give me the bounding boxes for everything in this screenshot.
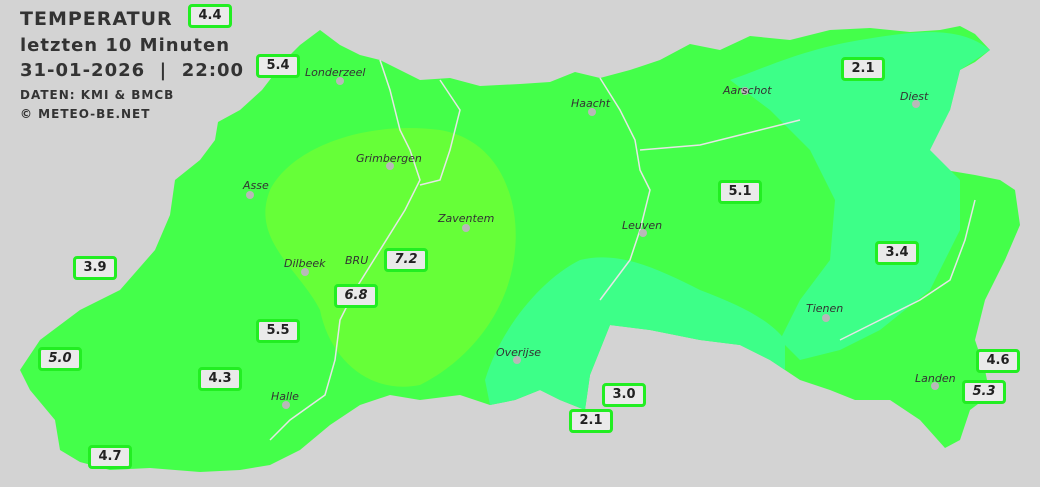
city-label: Asse — [243, 179, 269, 192]
boundaries — [269, 59, 976, 441]
map-datetime: 31-01-2026 | 22:00 — [20, 60, 245, 81]
city-dot — [513, 356, 521, 364]
city-dot — [246, 191, 254, 199]
station-value[interactable]: 5.1 — [718, 180, 762, 204]
city-label: Dilbeek — [284, 257, 326, 270]
station-value[interactable]: 7.2 — [384, 248, 428, 272]
station-value[interactable]: 5.4 — [256, 54, 300, 78]
map-subtitle: letzten 10 Minuten — [20, 35, 231, 56]
station-value[interactable]: 3.0 — [602, 383, 646, 407]
city-dot — [462, 224, 470, 232]
station-value[interactable]: 6.8 — [334, 284, 378, 308]
copyright: © METEO-BE.NET — [20, 107, 151, 121]
city-dot — [386, 162, 394, 170]
map-title: TEMPERATUR — [20, 8, 173, 30]
city-dot — [301, 268, 309, 276]
city-label: Haacht — [571, 97, 611, 110]
city-dot — [336, 77, 344, 85]
city-dot — [741, 87, 749, 95]
city-label: Diest — [900, 90, 929, 103]
region-base — [20, 26, 1020, 472]
city-label: Halle — [271, 390, 299, 403]
city-label: Tienen — [806, 302, 844, 315]
city-dot — [822, 314, 830, 322]
station-value[interactable]: 4.6 — [976, 349, 1020, 373]
city-label: Aarschot — [723, 84, 772, 97]
station-value[interactable]: 3.9 — [73, 256, 117, 280]
data-source: DATEN: KMI & BMCB — [20, 88, 175, 102]
city-label: Zaventem — [438, 212, 495, 225]
city-label: Grimbergen — [356, 152, 422, 165]
city-label: Londerzeel — [305, 66, 366, 79]
city-dot — [588, 108, 596, 116]
station-value[interactable]: 5.3 — [962, 380, 1006, 404]
station-value[interactable]: 4.4 — [188, 4, 232, 28]
station-value[interactable]: 5.5 — [256, 319, 300, 343]
city-label: Overijse — [496, 346, 542, 359]
station-value[interactable]: 2.1 — [841, 57, 885, 81]
city-dot — [639, 229, 647, 237]
city-dot — [282, 401, 290, 409]
station-value[interactable]: 4.7 — [88, 445, 132, 469]
station-value[interactable]: 4.3 — [198, 367, 242, 391]
city-label: Landen — [915, 372, 956, 385]
cool-zone-south — [485, 257, 785, 410]
city-dot — [912, 100, 920, 108]
station-value[interactable]: 5.0 — [38, 347, 82, 371]
city-dot — [931, 382, 939, 390]
station-value[interactable]: 3.4 — [875, 241, 919, 265]
cool-zone-east — [730, 32, 990, 361]
station-value[interactable]: 2.1 — [569, 409, 613, 433]
city-label: Leuven — [622, 219, 663, 232]
city-label: BRU — [345, 254, 369, 267]
